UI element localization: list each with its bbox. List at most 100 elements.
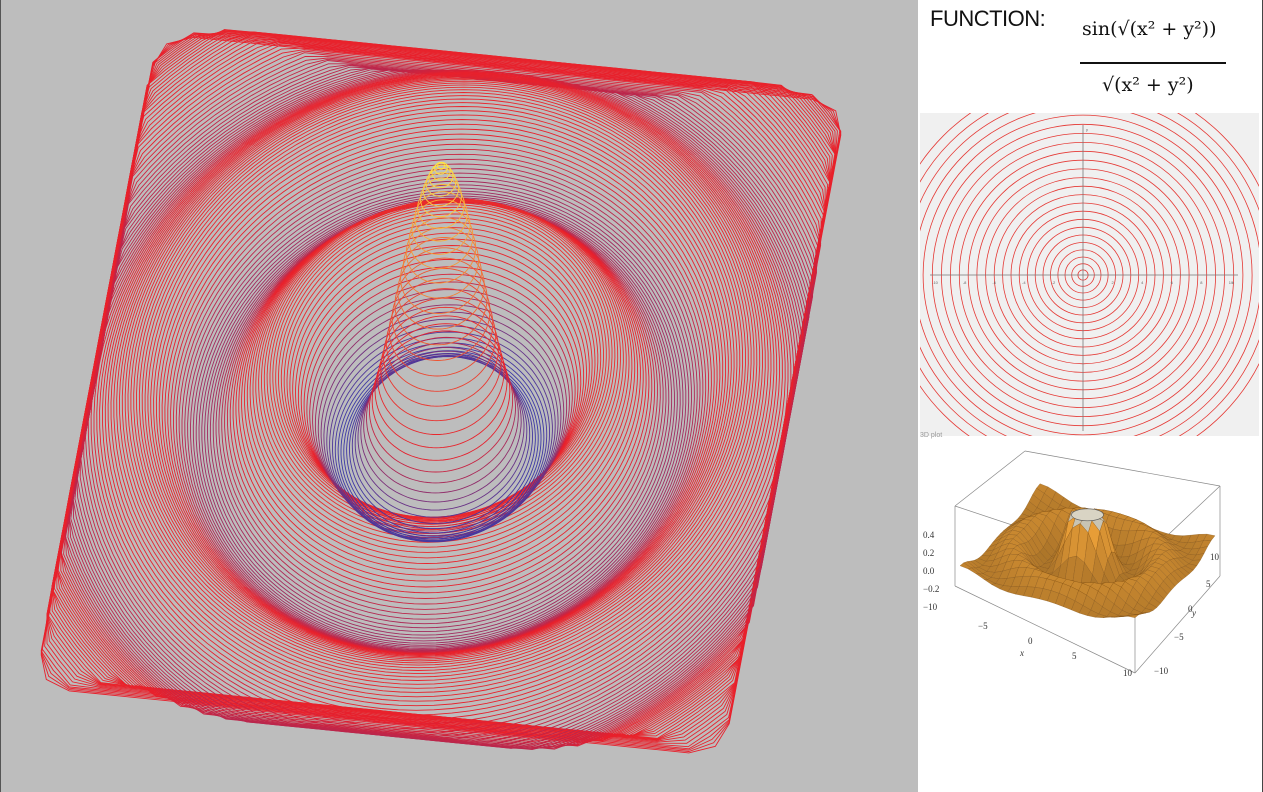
y-axis-label: y [1086,127,1088,132]
y-tick-label: 5 [1206,579,1211,589]
main-3d-view[interactable] [0,0,918,792]
contour-line [377,315,505,435]
contour-line [312,289,570,532]
contour-line [397,247,485,330]
z-tick-label: −10 [923,602,938,612]
function-formula: sin(√(x² + y²)) √(x² + y²) [1076,10,1228,106]
contour-line [391,268,491,361]
contour-line [357,353,525,511]
contour-line [187,172,695,651]
contour-line [167,138,715,654]
contour-circles [885,77,1263,473]
contour-line [102,73,780,711]
contour-line [147,106,735,659]
x-tick-label: 8 [1200,280,1203,285]
surface-plot-view[interactable]: 0.4 0.2 0.0 −0.2 −10 −5 0 5 10 10 5 0 −5 −10 x y [920,446,1259,686]
contour-line [275,209,607,522]
contour-line [408,207,474,269]
formula-denominator: √(x² + y²) [1102,74,1194,96]
formula-fraction-bar [1080,62,1226,64]
contour-line [300,258,582,523]
contour-line [309,281,573,530]
contour-line [201,190,681,642]
contour-line [269,204,613,527]
contour-line [422,172,460,207]
peak-cap [1071,508,1104,522]
contour-line [221,201,661,615]
x-tick-label: 10 [1229,280,1234,285]
contour-line [133,89,749,669]
surface-plot-canvas: 0.4 0.2 0.0 −0.2 −10 −5 0 5 10 10 5 0 −5 −10 x y [923,450,1221,678]
contour-line [209,197,673,633]
contour-line [292,238,590,519]
contour-line [218,201,664,620]
contour-line [161,128,721,655]
contour-line [246,198,636,564]
contour-line [136,92,746,666]
contour-line [107,74,775,702]
contour-layers [40,29,842,754]
contour-plot-view[interactable]: -10 -8 -6 -4 -2 2 4 6 8 10 x y [885,77,1263,473]
contour-line [400,237,482,314]
contour-line [414,191,468,242]
formula-numerator: sin(√(x² + y²)) [1082,18,1217,40]
contour-line [363,347,519,494]
box-edge [954,450,1026,507]
contour-line [141,98,741,662]
contour-line [190,176,692,649]
z-tick-label: −0.2 [923,584,939,594]
contour-line [121,80,761,681]
y-tick-label: 10 [1210,552,1220,562]
y-tick-label: −5 [1174,632,1184,642]
contour-surface-canvas[interactable] [1,0,919,792]
sidebar-panel: FUNCTION: sin(√(x² + y²)) √(x² + y²) -10… [885,0,1263,792]
y-tick-label: 0 [1188,604,1193,614]
contour-line [317,304,565,537]
contour-line [207,195,675,636]
x-tick-label: 4 [1141,280,1144,285]
contour-line [360,350,522,503]
surface-facet [1126,614,1139,618]
contour-line [178,158,704,653]
contour-line [417,184,465,229]
contour-line [255,198,627,548]
contour-line [150,110,732,657]
x-tick-label: -8 [963,280,967,285]
x-tick-label: -10 [932,280,939,285]
x-tick-label: −5 [978,621,988,631]
contour-line [249,198,633,559]
y-axis-label: y [1191,608,1196,618]
x-axis-label: x [1232,280,1234,285]
contour-line [181,163,701,652]
contour-plot-canvas: -10 -8 -6 -4 -2 2 4 6 8 10x y [885,77,1263,473]
box-edge [1024,450,1221,487]
x-tick-label: 0 [1028,636,1033,646]
x-axis-label: x [1019,648,1024,658]
contour-line [158,123,724,655]
contour-line [306,273,576,527]
contour-line [261,199,621,539]
contour-line [195,184,687,646]
contour-line [354,355,528,518]
contour-line [104,73,778,707]
contour-line [374,323,508,449]
bounding-box [954,450,1221,674]
contour-line [127,84,755,675]
contour-circle [922,114,1244,436]
contour-line [113,76,769,693]
surface-plot-caption: 3D plot [920,432,943,439]
x-tick-label: 10 [1123,668,1133,678]
contour-line [405,217,477,284]
contour-line [337,346,545,542]
x-tick-label: 6 [1171,280,1174,285]
contour-line [252,198,630,553]
contour-line [434,161,448,175]
contour-line [155,119,727,656]
function-label: FUNCTION: [930,6,1046,31]
z-tick-label: 0.2 [923,548,934,558]
contour-line [65,57,817,748]
contour-line [368,336,514,473]
contour-line [295,245,587,520]
contour-line [144,102,738,660]
contour-line [212,198,670,629]
